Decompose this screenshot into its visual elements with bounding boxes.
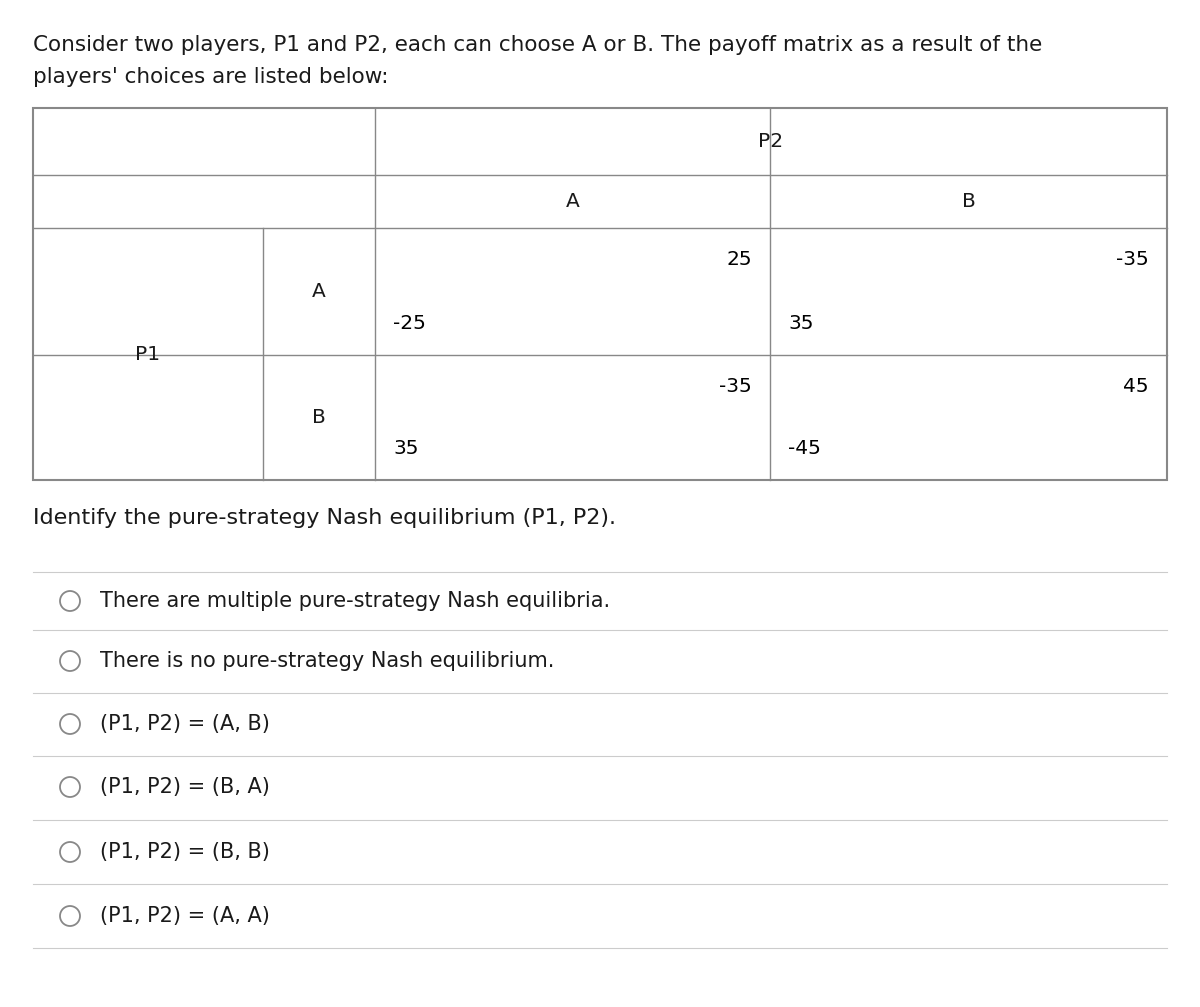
Text: 25: 25 [726,250,752,269]
Text: A: A [312,282,326,301]
Text: -35: -35 [1116,250,1150,269]
Text: There are multiple pure-strategy Nash equilibria.: There are multiple pure-strategy Nash eq… [100,591,610,611]
Text: -25: -25 [394,314,426,333]
Text: B: B [961,192,976,211]
Text: Consider two players, P1 and P2, each can choose A or B. The payoff matrix as a : Consider two players, P1 and P2, each ca… [34,35,1043,55]
Text: (P1, P2) = (A, A): (P1, P2) = (A, A) [100,906,270,926]
Text: P1: P1 [136,344,161,364]
Bar [34,108,1166,480]
Text: P2: P2 [758,132,784,151]
Text: (P1, P2) = (B, A): (P1, P2) = (B, A) [100,777,270,797]
Text: -35: -35 [719,377,752,396]
Text: (P1, P2) = (B, B): (P1, P2) = (B, B) [100,842,270,862]
Text: 35: 35 [394,439,419,458]
Text: There is no pure-strategy Nash equilibrium.: There is no pure-strategy Nash equilibri… [100,651,554,671]
Text: A: A [565,192,580,211]
Text: B: B [312,408,326,427]
Text: 35: 35 [788,314,814,333]
Text: -45: -45 [788,439,821,458]
Text: 45: 45 [1123,377,1150,396]
Text: (P1, P2) = (A, B): (P1, P2) = (A, B) [100,714,270,734]
Text: Identify the pure-strategy Nash equilibrium (P1, P2).: Identify the pure-strategy Nash equilibr… [34,508,616,528]
Text: players' choices are listed below:: players' choices are listed below: [34,67,389,87]
